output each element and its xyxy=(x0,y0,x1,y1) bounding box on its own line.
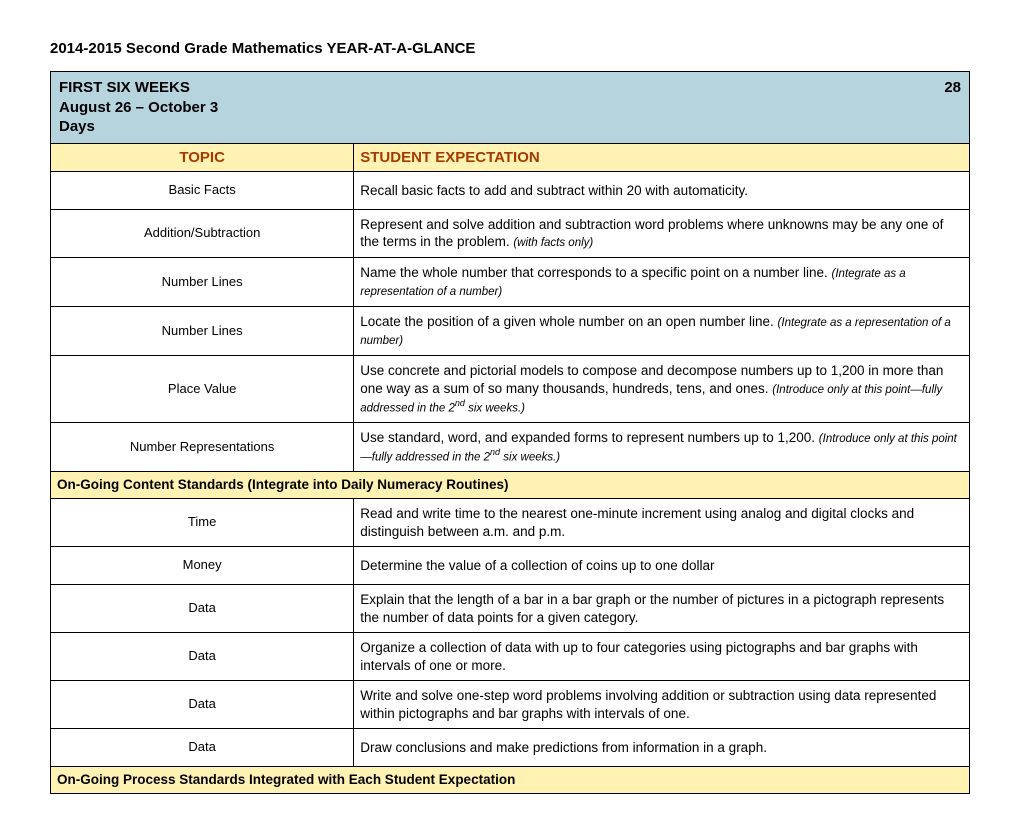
expectation-text: Explain that the length of a bar in a ba… xyxy=(360,592,944,625)
expectation-text: Organize a collection of data with up to… xyxy=(360,640,918,673)
expectation-column-header: STUDENT EXPECTATION xyxy=(354,143,970,172)
curriculum-table: FIRST SIX WEEKS August 26 – October 3 Da… xyxy=(50,71,970,794)
table-row: Number Representations Use standard, word… xyxy=(51,423,970,472)
table-row: DataOrganize a collection of data with u… xyxy=(51,633,970,681)
expectation-cell: Read and write time to the nearest one-m… xyxy=(354,498,970,546)
ongoing-content-header-row: On-Going Content Standards (Integrate in… xyxy=(51,472,970,499)
topic-cell: Place Value xyxy=(51,356,354,423)
period-days-number: 28 xyxy=(944,78,961,98)
expectation-cell: Determine the value of a collection of c… xyxy=(354,547,970,585)
expectation-cell: Use concrete and pictorial models to com… xyxy=(354,356,970,423)
topic-cell: Number Representations xyxy=(51,423,354,472)
topic-cell: Data xyxy=(51,681,354,729)
topic-cell: Money xyxy=(51,547,354,585)
expectation-text: Determine the value of a collection of c… xyxy=(360,558,714,573)
expectation-note: six weeks.) xyxy=(500,451,560,463)
document-title: 2014-2015 Second Grade Mathematics YEAR-… xyxy=(50,40,970,57)
period-header-row: FIRST SIX WEEKS August 26 – October 3 Da… xyxy=(51,72,970,144)
superscript: nd xyxy=(490,447,500,457)
table-row: Addition/SubtractionRepresent and solve … xyxy=(51,209,970,257)
topic-cell: Time xyxy=(51,498,354,546)
table-row: DataWrite and solve one-step word proble… xyxy=(51,681,970,729)
column-header-row: TOPIC STUDENT EXPECTATION xyxy=(51,143,970,172)
expectation-text: Represent and solve addition and subtrac… xyxy=(360,217,943,250)
topic-cell: Number Lines xyxy=(51,307,354,356)
topic-cell: Data xyxy=(51,633,354,681)
table-row: Money Determine the value of a collection… xyxy=(51,547,970,585)
expectation-cell: Use standard, word, and expanded forms t… xyxy=(354,423,970,472)
topic-column-header: TOPIC xyxy=(51,143,354,172)
expectation-text: Name the whole number that corresponds t… xyxy=(360,265,831,280)
topic-cell: Addition/Subtraction xyxy=(51,209,354,257)
expectation-note: (with facts only) xyxy=(513,237,593,249)
expectation-cell: Explain that the length of a bar in a ba… xyxy=(354,584,970,632)
expectation-text: Draw conclusions and make predictions fr… xyxy=(360,740,767,755)
superscript: nd xyxy=(455,398,465,408)
expectation-cell: Organize a collection of data with up to… xyxy=(354,633,970,681)
expectation-cell: Draw conclusions and make predictions fr… xyxy=(354,729,970,767)
table-row: Data Draw conclusions and make prediction… xyxy=(51,729,970,767)
expectation-note: six weeks.) xyxy=(465,402,525,414)
expectation-text: Use standard, word, and expanded forms t… xyxy=(360,430,819,445)
period-dates: August 26 – October 3 xyxy=(59,98,218,118)
expectation-text: Recall basic facts to add and subtract w… xyxy=(360,183,748,198)
expectation-cell: Recall basic facts to add and subtract w… xyxy=(354,172,970,210)
topic-cell: Data xyxy=(51,729,354,767)
table-row: Number Lines Locate the position of a giv… xyxy=(51,307,970,356)
process-standards-header: On-Going Process Standards Integrated wi… xyxy=(51,767,970,794)
expectation-cell: Write and solve one-step word problems i… xyxy=(354,681,970,729)
expectation-cell: Locate the position of a given whole num… xyxy=(354,307,970,356)
period-name: FIRST SIX WEEKS xyxy=(59,78,218,98)
table-row: Place ValueUse concrete and pictorial mo… xyxy=(51,356,970,423)
table-row: TimeRead and write time to the nearest o… xyxy=(51,498,970,546)
period-days-label: Days xyxy=(59,117,218,137)
expectation-cell: Name the whole number that corresponds t… xyxy=(354,258,970,307)
topic-cell: Basic Facts xyxy=(51,172,354,210)
expectation-cell: Represent and solve addition and subtrac… xyxy=(354,209,970,257)
expectation-text: Read and write time to the nearest one-m… xyxy=(360,506,914,539)
expectation-text: Locate the position of a given whole num… xyxy=(360,314,777,329)
table-row: Basic Facts Recall basic facts to add and… xyxy=(51,172,970,210)
topic-cell: Data xyxy=(51,584,354,632)
ongoing-content-header: On-Going Content Standards (Integrate in… xyxy=(51,472,970,499)
topic-cell: Number Lines xyxy=(51,258,354,307)
expectation-text: Write and solve one-step word problems i… xyxy=(360,688,936,721)
process-standards-header-row: On-Going Process Standards Integrated wi… xyxy=(51,767,970,794)
table-row: DataExplain that the length of a bar in … xyxy=(51,584,970,632)
table-row: Number Lines Name the whole number that c… xyxy=(51,258,970,307)
